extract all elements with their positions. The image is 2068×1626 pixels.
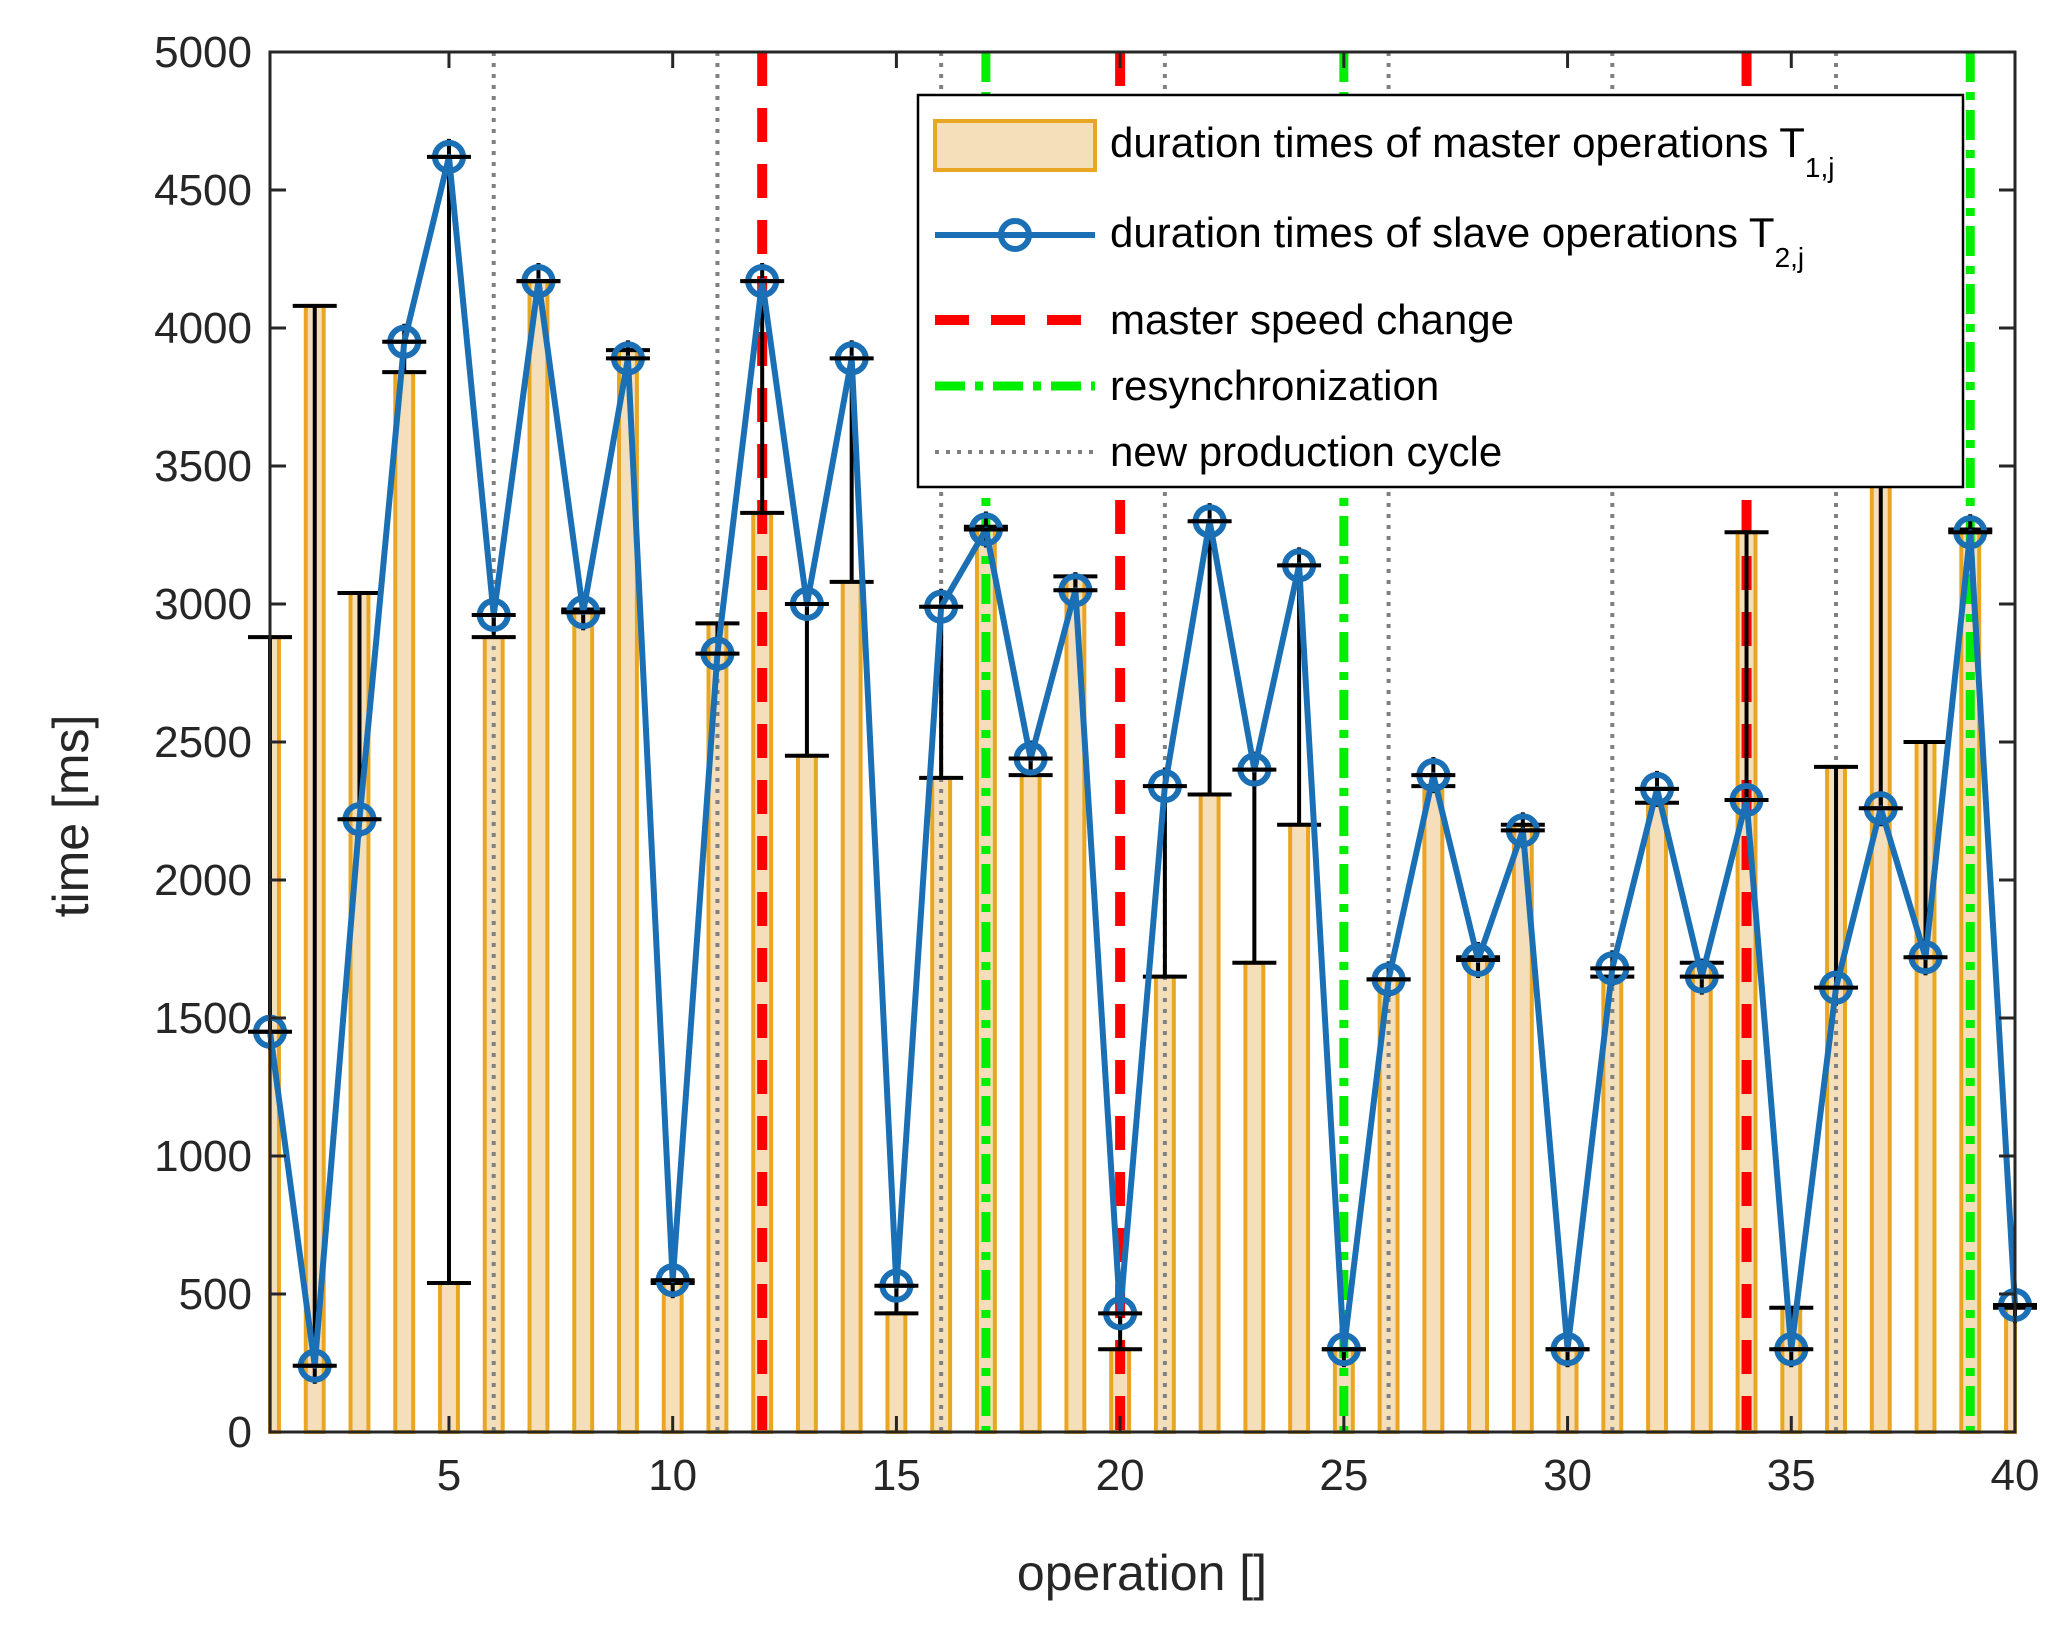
x-tick-label: 10 bbox=[648, 1451, 697, 1500]
master-bar bbox=[1646, 800, 1668, 1434]
y-tick-label: 4500 bbox=[154, 166, 252, 215]
slave-series-line bbox=[267, 153, 2018, 1369]
legend: duration times of master operations T1,j… bbox=[916, 93, 1965, 489]
y-tick-label: 4000 bbox=[154, 304, 252, 353]
master-bar bbox=[1198, 792, 1221, 1434]
y-tick-label: 2000 bbox=[154, 856, 252, 905]
master-bar bbox=[885, 1311, 908, 1434]
x-tick-label: 20 bbox=[1096, 1451, 1145, 1500]
legend-label-cycle: new production cycle bbox=[1110, 428, 1502, 475]
y-tick-label: 5000 bbox=[154, 28, 252, 77]
master-bar bbox=[1243, 960, 1266, 1434]
y-tick-label: 2500 bbox=[154, 718, 252, 767]
y-tick-label: 500 bbox=[179, 1270, 252, 1319]
x-tick-label: 15 bbox=[872, 1451, 921, 1500]
legend-sub-master: 1,j bbox=[1805, 152, 1835, 183]
y-axis-title: time [ms] bbox=[43, 715, 99, 918]
legend-swatch-master bbox=[933, 119, 1097, 172]
y-tick-label: 1500 bbox=[154, 994, 252, 1043]
axes-group: 0 500 1000 1500 2000 2500 3000 3500 4000 4500 5000… bbox=[154, 28, 2039, 1500]
y-tick-label: 3000 bbox=[154, 580, 252, 629]
y-tick-label: 0 bbox=[228, 1408, 252, 1457]
master-bar bbox=[661, 1280, 684, 1434]
master-bar bbox=[840, 579, 863, 1434]
x-tick-label: 40 bbox=[1991, 1451, 2040, 1500]
y-tick-label: 1000 bbox=[154, 1132, 252, 1181]
master-bar bbox=[393, 370, 416, 1434]
legend-label-resync: resynchronization bbox=[1110, 362, 1439, 409]
master-bar bbox=[795, 753, 818, 1434]
legend-label-master: duration times of master operations T1,j bbox=[1110, 119, 1834, 183]
y-tick-label: 3500 bbox=[154, 442, 252, 491]
master-bar bbox=[1019, 773, 1042, 1434]
master-bar bbox=[1467, 955, 1490, 1435]
x-tick-label: 30 bbox=[1543, 1451, 1592, 1500]
legend-label-slave: duration times of slave operations T2,j bbox=[1110, 209, 1804, 273]
x-tick-label: 35 bbox=[1767, 1451, 1816, 1500]
master-bar bbox=[572, 607, 595, 1434]
master-bar bbox=[1690, 960, 1713, 1434]
x-tick-label: 5 bbox=[437, 1451, 461, 1500]
master-bar bbox=[1288, 822, 1311, 1434]
x-tick-label: 25 bbox=[1319, 1451, 1368, 1500]
legend-label-speed: master speed change bbox=[1110, 296, 1514, 343]
master-bar bbox=[438, 1280, 460, 1434]
master-bar bbox=[527, 279, 550, 1435]
slave-line-group bbox=[252, 139, 2033, 1383]
x-axis-title: operation [] bbox=[1017, 1545, 1267, 1601]
master-bar bbox=[1422, 784, 1445, 1434]
master-bar bbox=[930, 775, 953, 1434]
legend-marker-slave bbox=[998, 218, 1032, 252]
legend-sub-slave: 2,j bbox=[1775, 242, 1805, 273]
